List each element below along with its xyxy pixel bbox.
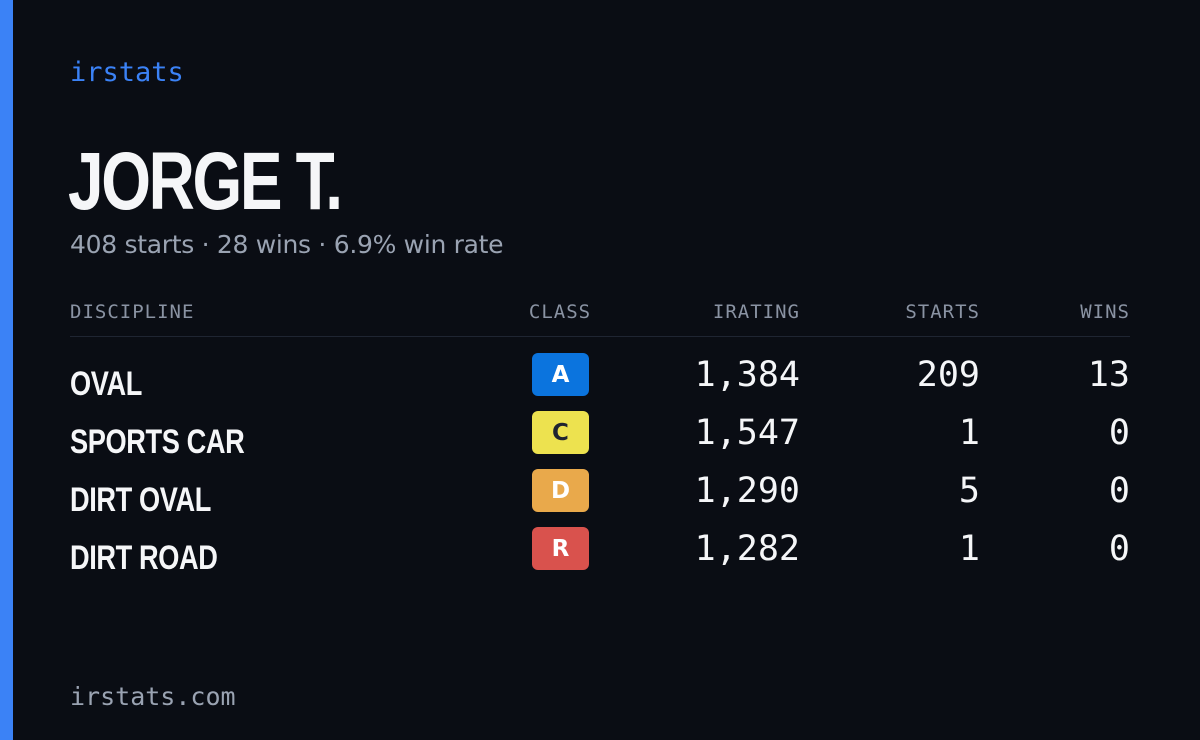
header-irating: IRATING bbox=[712, 301, 800, 323]
header-wins: WINS bbox=[1080, 301, 1130, 323]
table-body: OVAL A 1,384 209 13 SPORTS CAR C 1,547 1… bbox=[70, 353, 1130, 585]
brand-logo[interactable]: irstats bbox=[70, 57, 184, 88]
header-starts: STARTS bbox=[905, 301, 980, 323]
footer-url[interactable]: irstats.com bbox=[70, 682, 236, 711]
player-summary: 408 starts · 28 wins · 6.9% win rate bbox=[70, 230, 504, 259]
accent-bar bbox=[0, 0, 13, 740]
header-class: CLASS bbox=[528, 301, 592, 323]
class-badge: R bbox=[532, 527, 589, 570]
wins-value: 0 bbox=[1108, 529, 1130, 569]
table-row: DIRT ROAD R 1,282 1 0 bbox=[70, 527, 1130, 585]
license-table: DISCIPLINE CLASS IRATING STARTS WINS OVA… bbox=[70, 298, 1130, 577]
player-name: JORGE T. bbox=[68, 136, 343, 227]
table-row: SPORTS CAR C 1,547 1 0 bbox=[70, 411, 1130, 469]
starts-value: 1 bbox=[958, 529, 980, 569]
table-row: DIRT OVAL D 1,290 5 0 bbox=[70, 469, 1130, 527]
starts-value: 209 bbox=[916, 355, 980, 395]
wins-value: 13 bbox=[1087, 355, 1130, 395]
irating-value: 1,282 bbox=[694, 529, 800, 569]
discipline-name: OVAL bbox=[70, 365, 142, 403]
table-row: OVAL A 1,384 209 13 bbox=[70, 353, 1130, 411]
irating-value: 1,384 bbox=[694, 355, 800, 395]
starts-value: 1 bbox=[958, 413, 980, 453]
wins-value: 0 bbox=[1108, 413, 1130, 453]
header-discipline: DISCIPLINE bbox=[70, 301, 195, 323]
irating-value: 1,547 bbox=[694, 413, 800, 453]
table-header: DISCIPLINE CLASS IRATING STARTS WINS bbox=[70, 298, 1130, 337]
class-badge: A bbox=[532, 353, 589, 396]
class-badge: D bbox=[532, 469, 589, 512]
discipline-name: SPORTS CAR bbox=[70, 423, 245, 461]
irating-value: 1,290 bbox=[694, 471, 800, 511]
discipline-name: DIRT ROAD bbox=[70, 539, 218, 577]
starts-value: 5 bbox=[958, 471, 980, 511]
discipline-name: DIRT OVAL bbox=[70, 481, 211, 519]
wins-value: 0 bbox=[1108, 471, 1130, 511]
class-badge: C bbox=[532, 411, 589, 454]
